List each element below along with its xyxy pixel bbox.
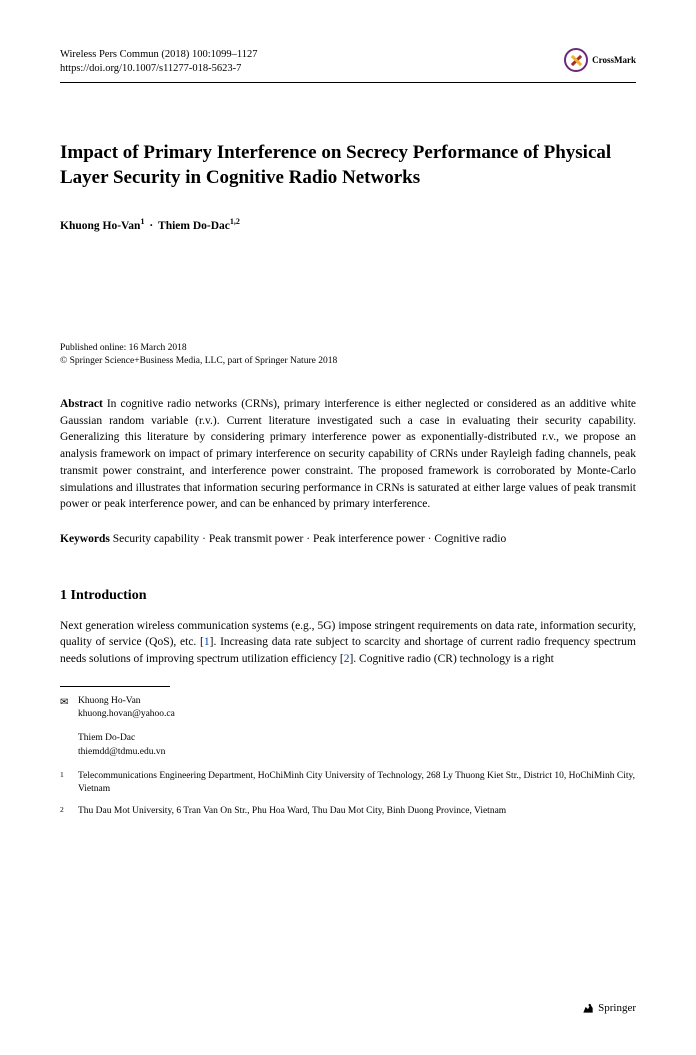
author-2[interactable]: Thiem Do-Dac [158, 220, 230, 232]
affiliation-1: 1 Telecommunications Engineering Departm… [60, 770, 636, 798]
publisher-name: Springer [598, 1002, 636, 1014]
publication-info: Published online: 16 March 2018 © Spring… [60, 342, 636, 369]
corr-author-2-name: Thiem Do-Dac [78, 732, 636, 746]
affiliation-2: 2 Thu Dau Mot University, 6 Tran Van On … [60, 805, 636, 819]
journal-meta: Wireless Pers Commun (2018) 100:1099–112… [60, 48, 258, 76]
section-1-heading: 1 Introduction [60, 588, 636, 604]
journal-line: Wireless Pers Commun (2018) 100:1099–112… [60, 48, 258, 62]
corr-author-1-name: Khuong Ho-Van [78, 695, 636, 709]
author-sep: · [146, 220, 156, 232]
intro-paragraph: Next generation wireless communication s… [60, 618, 636, 668]
affil-1-num: 1 [60, 770, 64, 781]
footnote-rule [60, 686, 170, 687]
header-rule [60, 82, 636, 83]
published-online: Published online: 16 March 2018 [60, 342, 636, 355]
publisher-logo[interactable]: Springer [581, 1001, 636, 1015]
author-1-affil-sup: 1 [140, 217, 144, 226]
keyword-3: Peak interference power [313, 533, 425, 545]
running-header: Wireless Pers Commun (2018) 100:1099–112… [60, 48, 636, 76]
crossmark-label: CrossMark [592, 55, 636, 65]
keywords-label: Keywords [60, 533, 110, 545]
copyright-line: © Springer Science+Business Media, LLC, … [60, 355, 636, 368]
keyword-1: Security capability [113, 533, 200, 545]
crossmark-badge[interactable]: CrossMark [564, 48, 636, 72]
keyword-4: Cognitive radio [434, 533, 506, 545]
corr-author-2-email[interactable]: thiemdd@tdmu.edu.vn [78, 746, 636, 760]
springer-horse-icon [581, 1001, 595, 1015]
corr-author-1-email[interactable]: khuong.hovan@yahoo.ca [78, 708, 636, 722]
corresponding-author-block: ✉ Khuong Ho-Van khuong.hovan@yahoo.ca Th… [78, 695, 636, 760]
author-1[interactable]: Khuong Ho-Van [60, 220, 140, 232]
affil-2-text: Thu Dau Mot University, 6 Tran Van On St… [78, 806, 506, 816]
affil-1-text: Telecommunications Engineering Departmen… [78, 771, 635, 795]
envelope-icon: ✉ [60, 696, 68, 711]
affil-2-num: 2 [60, 805, 64, 816]
article-title: Impact of Primary Interference on Secrec… [60, 141, 636, 190]
doi-line[interactable]: https://doi.org/10.1007/s11277-018-5623-… [60, 62, 258, 76]
abstract: Abstract In cognitive radio networks (CR… [60, 396, 636, 513]
keyword-2: Peak transmit power [209, 533, 304, 545]
keywords: Keywords Security capability · Peak tran… [60, 531, 636, 548]
abstract-label: Abstract [60, 398, 103, 410]
abstract-text: In cognitive radio networks (CRNs), prim… [60, 398, 636, 510]
author-2-affil-sup: 1,2 [230, 217, 240, 226]
crossmark-icon [564, 48, 588, 72]
author-list: Khuong Ho-Van1 · Thiem Do-Dac1,2 [60, 217, 636, 232]
